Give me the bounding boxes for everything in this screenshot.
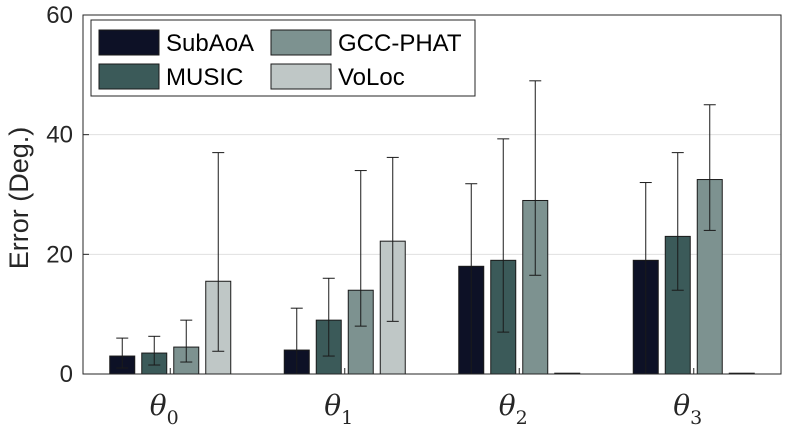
x-tick-label-0: θ0 [150,389,179,429]
y-tick-label-0: 0 [60,361,73,388]
x-tick-label-3: θ3 [673,389,702,429]
x-tick-label-subscript-0: 0 [167,407,179,429]
x-tick-label-1: θ1 [324,389,353,429]
legend-label-subaoa: SubAoA [166,30,254,57]
legend: SubAoA MUSIC GCC-PHAT VoLoc [90,19,476,97]
y-tick-label-20: 20 [46,241,73,268]
legend-label-voloc: VoLoc [338,64,405,91]
x-tick-label-subscript-3: 3 [690,407,702,429]
legend-label-gcc-phat: GCC-PHAT [338,30,462,57]
grid-lines [83,134,781,255]
error-bars [116,80,716,375]
legend-swatch-gcc-phat [270,29,332,56]
bars [109,179,755,375]
legend-swatch-voloc [270,63,332,90]
y-tick-label-40: 40 [46,122,73,149]
x-tick-label-subscript-1: 1 [341,407,353,429]
x-tick-label-2: θ2 [499,389,528,429]
axes-box [82,14,782,375]
y-tick-label-60: 60 [46,2,73,29]
x-tick-label-subscript-2: 2 [516,407,528,429]
legend-swatch-music [98,63,160,90]
y-axis-label: Error (Deg.) [4,127,34,270]
legend-label-music: MUSIC [166,64,243,91]
legend-swatch-subaoa [98,29,160,56]
